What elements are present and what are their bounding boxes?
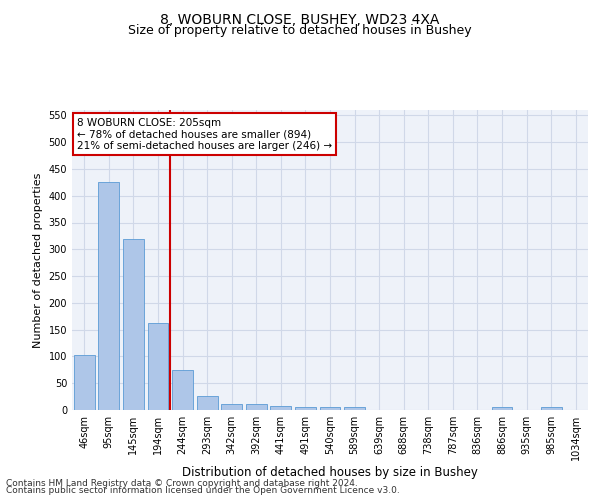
X-axis label: Distribution of detached houses by size in Bushey: Distribution of detached houses by size …	[182, 466, 478, 478]
Bar	[221, 404, 242, 410]
Bar	[491, 408, 512, 410]
Text: 8, WOBURN CLOSE, BUSHEY, WD23 4XA: 8, WOBURN CLOSE, BUSHEY, WD23 4XA	[160, 12, 440, 26]
Bar	[271, 406, 292, 410]
Bar	[148, 322, 169, 410]
Bar	[541, 408, 562, 410]
Text: 8 WOBURN CLOSE: 205sqm
← 78% of detached houses are smaller (894)
21% of semi-de: 8 WOBURN CLOSE: 205sqm ← 78% of detached…	[77, 118, 332, 150]
Bar	[197, 396, 218, 410]
Text: Contains HM Land Registry data © Crown copyright and database right 2024.: Contains HM Land Registry data © Crown c…	[6, 478, 358, 488]
Bar	[74, 355, 95, 410]
Bar	[344, 408, 365, 410]
Bar	[123, 238, 144, 410]
Bar	[246, 404, 267, 410]
Bar	[295, 408, 316, 410]
Text: Contains public sector information licensed under the Open Government Licence v3: Contains public sector information licen…	[6, 486, 400, 495]
Y-axis label: Number of detached properties: Number of detached properties	[33, 172, 43, 348]
Bar	[98, 182, 119, 410]
Text: Size of property relative to detached houses in Bushey: Size of property relative to detached ho…	[128, 24, 472, 37]
Bar	[320, 408, 340, 410]
Bar	[172, 370, 193, 410]
